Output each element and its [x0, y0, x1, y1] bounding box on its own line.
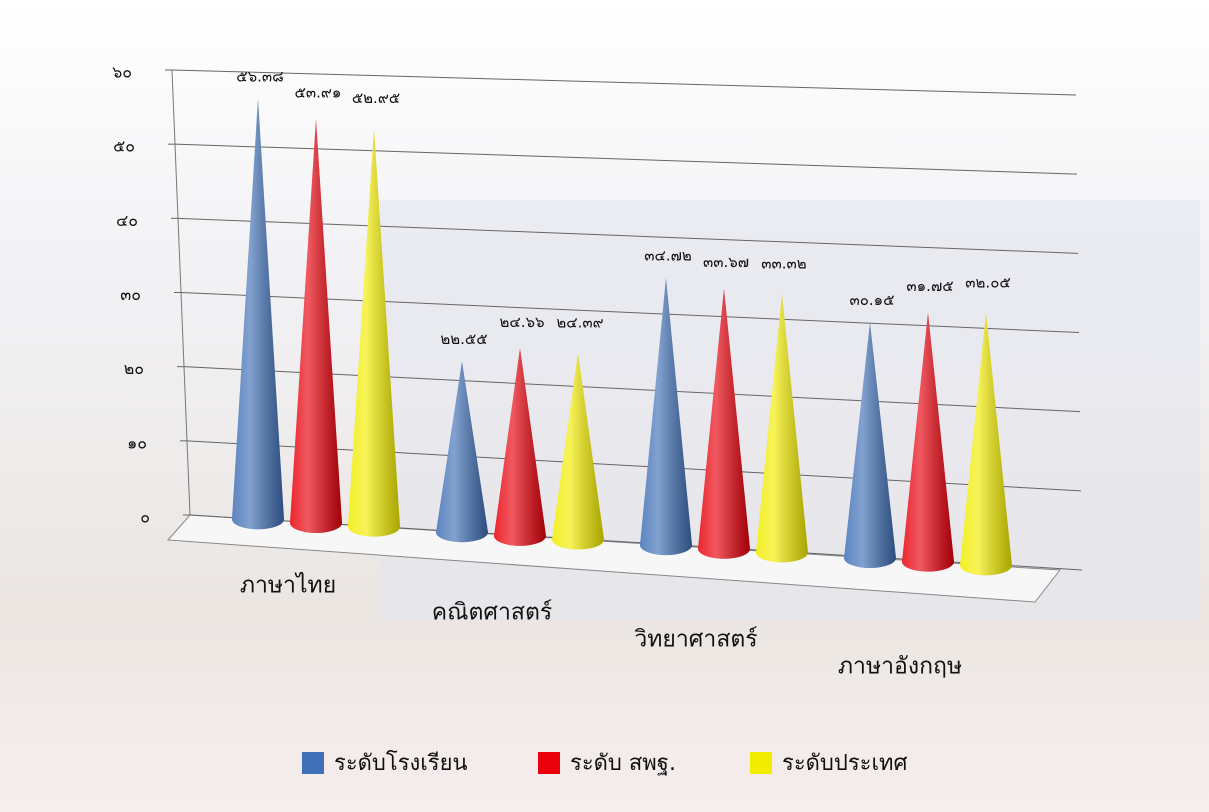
- legend-label: ระดับ สพฐ.: [570, 751, 676, 776]
- cone-shade: [494, 348, 546, 546]
- cone-shade: [552, 353, 604, 550]
- legend-label: ระดับโรงเรียน: [334, 750, 468, 776]
- x-tick-label: ภาษาไทย: [240, 572, 336, 599]
- value-label: ๓๓.๖๗: [703, 253, 749, 271]
- cone-shade: [232, 98, 284, 530]
- value-label: ๒๔.๖๖: [499, 313, 544, 331]
- y-tick-label: ๔๐: [116, 211, 138, 230]
- y-tick-label: ๒๐: [124, 359, 144, 378]
- grid-line: [177, 217, 1079, 254]
- cone-shade: [960, 312, 1012, 576]
- cone-shade: [436, 361, 488, 543]
- y-tick-label: ๕๐: [113, 137, 135, 156]
- cone-shade: [902, 312, 954, 572]
- plot: [232, 98, 1012, 576]
- legend-swatch: [750, 752, 772, 774]
- legend: ระดับโรงเรียน ระดับ สพฐ. ระดับประเทศ: [302, 750, 908, 776]
- cone-shade: [844, 322, 896, 568]
- legend-swatch: [538, 752, 560, 774]
- cone-shade: [640, 278, 692, 556]
- value-label: ๕๓.๙๑: [295, 84, 342, 102]
- value-label: ๓๓.๓๒: [761, 254, 806, 272]
- grid-line: [171, 69, 1077, 96]
- cone-shade: [756, 293, 808, 563]
- value-label: ๕๖.๓๘: [236, 67, 283, 85]
- y-tick-label: ๓๐: [120, 285, 141, 304]
- cone-shade: [290, 119, 342, 533]
- x-tick-label: วิทยาศาสตร์: [634, 626, 757, 653]
- cone-shade: [698, 288, 750, 559]
- value-label: ๒๒.๕๕: [440, 330, 487, 348]
- value-label: ๕๒.๙๕: [352, 89, 400, 107]
- value-label: ๓๐.๑๕: [849, 291, 894, 309]
- y-tick-label: ๖๐: [112, 63, 132, 82]
- value-label: ๓๒.๐๕: [965, 273, 1010, 291]
- grid-line: [174, 143, 1078, 175]
- legend-label: ระดับประเทศ: [782, 751, 908, 776]
- cone-shade: [348, 128, 400, 537]
- x-tick-label: ภาษาอังกฤษ: [838, 654, 962, 680]
- y-tick-label: ๐: [140, 508, 150, 527]
- value-label: ๓๔.๗๒: [644, 247, 692, 265]
- value-label: ๓๑.๗๕: [906, 277, 953, 295]
- y-tick-label: ๑๐: [127, 433, 147, 452]
- legend-swatch: [302, 752, 324, 774]
- value-label: ๒๔.๓๙: [556, 314, 603, 332]
- x-tick-label: คณิตศาสตร์: [432, 599, 553, 626]
